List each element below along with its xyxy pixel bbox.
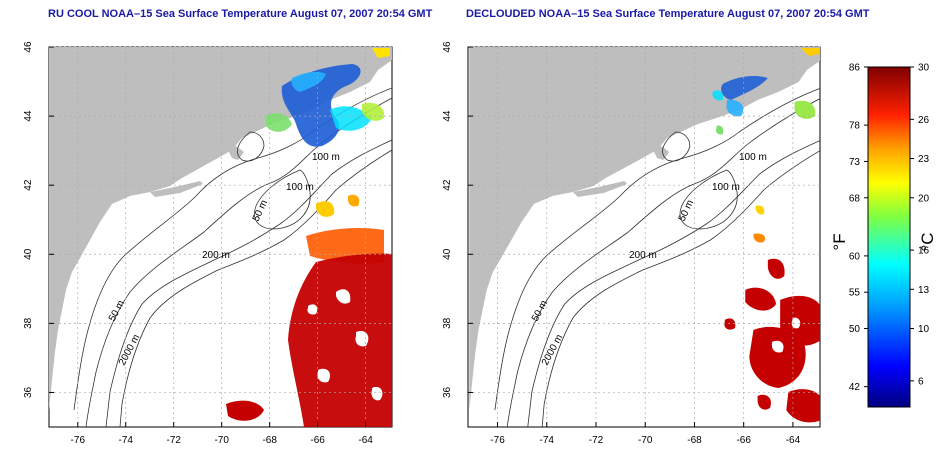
celsius-tick-label: 23 <box>918 154 930 165</box>
contour-label: 200 m <box>629 250 657 261</box>
right-axis-ticks: -76 -74 -72 -70 -68 -66 -64 46 44 42 40 38 36 <box>442 41 801 446</box>
celsius-tick-label: 16 <box>918 246 930 257</box>
contour-label: 100 m <box>712 182 740 193</box>
lat-tick-label: 42 <box>442 179 453 191</box>
lat-tick-label: 40 <box>23 248 34 260</box>
lon-tick-label: -70 <box>214 435 229 446</box>
lat-tick-label: 38 <box>23 317 34 329</box>
fahrenheit-tick-label: 55 <box>849 288 861 299</box>
right-map-panel: 100 m 100 m 50 m 200 m 50 m 2000 m -76 -7… <box>442 41 821 446</box>
contour-label: 100 m <box>312 152 340 163</box>
lon-tick-label: -68 <box>262 435 277 446</box>
celsius-tick-label: 30 <box>918 63 930 74</box>
lat-tick-label: 46 <box>23 41 34 53</box>
lat-tick-label: 36 <box>23 386 34 398</box>
lat-tick-label: 36 <box>442 386 453 398</box>
lon-tick-label: -64 <box>358 435 373 446</box>
lon-tick-label: -72 <box>589 435 604 446</box>
lon-tick-label: -76 <box>71 435 86 446</box>
lon-tick-label: -66 <box>310 435 325 446</box>
colorbar: 86 78 73 68 60 55 50 42 30 26 23 20 16 13 10 6 °F °C <box>830 63 937 408</box>
fahrenheit-tick-label: 42 <box>849 382 861 393</box>
celsius-unit-label: °C <box>918 232 937 251</box>
celsius-tick-label: 13 <box>918 285 930 296</box>
fahrenheit-tick-label: 68 <box>849 193 861 204</box>
left-map-title: RU COOL NOAA–15 Sea Surface Temperature … <box>48 8 433 20</box>
lon-tick-label: -74 <box>119 435 134 446</box>
lat-tick-label: 42 <box>23 179 34 191</box>
lat-tick-label: 44 <box>23 110 34 122</box>
left-gridlines <box>49 46 392 427</box>
warm-water-patch <box>288 253 392 427</box>
celsius-tick-label: 26 <box>918 115 930 126</box>
left-map-panel: 100 m 100 m 50 m 200 m 50 m 2000 m -76 -7… <box>23 41 393 446</box>
contour-label: 100 m <box>739 152 767 163</box>
celsius-tick-label: 20 <box>918 193 930 204</box>
fahrenheit-tick-label: 86 <box>849 63 861 74</box>
fahrenheit-tick-label: 78 <box>849 121 861 132</box>
lat-tick-label: 46 <box>442 41 453 53</box>
right-gridlines <box>468 46 820 427</box>
lon-tick-label: -70 <box>638 435 653 446</box>
lon-tick-label: -66 <box>736 435 751 446</box>
lon-tick-label: -68 <box>687 435 702 446</box>
lon-tick-label: -74 <box>540 435 555 446</box>
left-axis-ticks: -76 -74 -72 -70 -68 -66 -64 46 44 42 40 38 36 <box>23 41 373 446</box>
lat-tick-label: 38 <box>442 317 453 329</box>
fahrenheit-tick-label: 50 <box>849 324 861 335</box>
lat-tick-label: 40 <box>442 248 453 260</box>
fahrenheit-tick-label: 60 <box>849 251 861 262</box>
lon-tick-label: -64 <box>786 435 801 446</box>
lon-tick-label: -76 <box>490 435 505 446</box>
lon-tick-label: -72 <box>167 435 182 446</box>
fahrenheit-unit-label: °F <box>830 233 849 250</box>
right-map-title: DECLOUDED NOAA–15 Sea Surface Temperatur… <box>466 8 870 20</box>
celsius-tick-label: 10 <box>918 324 930 335</box>
fahrenheit-tick-label: 73 <box>849 157 861 168</box>
contour-label: 200 m <box>202 250 230 261</box>
lat-tick-label: 44 <box>442 110 453 122</box>
land-mass <box>49 47 392 410</box>
contour-label: 100 m <box>286 182 314 193</box>
celsius-tick-label: 6 <box>918 376 924 387</box>
